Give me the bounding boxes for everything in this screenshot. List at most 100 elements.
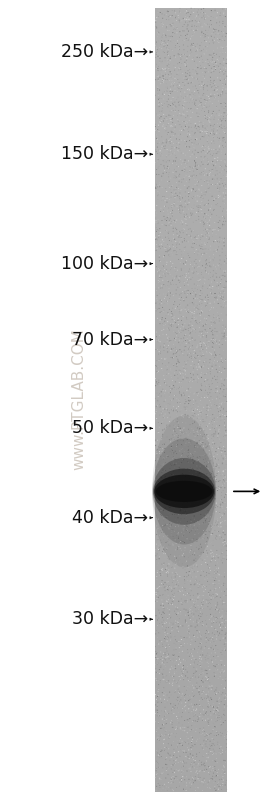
Point — [160, 383, 165, 396]
Point — [213, 287, 217, 300]
Point — [214, 335, 219, 348]
Point — [212, 580, 216, 593]
Point — [193, 601, 198, 614]
Point — [167, 282, 172, 295]
Bar — [155, 373, 227, 377]
Point — [215, 371, 220, 384]
Point — [206, 203, 211, 216]
Point — [192, 483, 197, 495]
Point — [208, 467, 213, 480]
Bar — [155, 671, 227, 674]
Point — [221, 379, 226, 392]
Point — [195, 260, 199, 273]
Point — [161, 36, 165, 49]
Point — [205, 405, 210, 418]
Point — [211, 743, 215, 756]
Point — [174, 773, 179, 786]
Point — [156, 709, 160, 721]
Point — [171, 419, 176, 431]
Point — [173, 389, 178, 402]
Bar — [155, 97, 227, 100]
Bar — [155, 305, 227, 309]
Point — [177, 14, 181, 26]
Point — [169, 98, 173, 111]
Point — [212, 79, 216, 92]
Point — [214, 245, 219, 258]
Point — [185, 89, 190, 102]
Point — [209, 519, 214, 531]
Point — [205, 551, 209, 563]
Point — [201, 89, 205, 101]
Point — [212, 703, 216, 716]
Point — [210, 149, 214, 162]
Point — [171, 17, 175, 30]
Point — [158, 641, 162, 654]
Point — [176, 646, 181, 658]
Point — [201, 79, 206, 92]
Point — [178, 426, 182, 439]
Point — [192, 127, 197, 140]
Point — [219, 154, 223, 167]
Point — [176, 64, 181, 77]
Point — [196, 440, 200, 453]
Point — [194, 548, 198, 561]
Point — [197, 771, 201, 784]
Point — [164, 352, 168, 364]
Point — [203, 121, 207, 134]
Point — [201, 78, 206, 91]
Point — [174, 278, 178, 291]
Point — [153, 158, 158, 171]
Point — [219, 598, 224, 611]
Point — [202, 765, 206, 778]
Point — [162, 604, 166, 617]
Point — [193, 699, 197, 712]
Point — [219, 714, 223, 726]
Point — [222, 295, 227, 308]
Point — [192, 169, 196, 181]
Point — [156, 731, 160, 744]
Point — [213, 223, 217, 236]
Point — [215, 588, 220, 601]
Point — [211, 316, 215, 328]
Point — [167, 117, 171, 130]
Point — [155, 293, 160, 306]
Point — [203, 4, 207, 17]
Point — [155, 22, 159, 34]
Point — [207, 610, 212, 622]
Point — [209, 30, 213, 42]
Point — [164, 763, 169, 776]
Point — [197, 72, 201, 85]
Point — [175, 610, 180, 623]
Point — [165, 648, 170, 661]
Point — [189, 301, 193, 314]
Point — [155, 700, 159, 713]
Point — [217, 441, 222, 454]
Point — [160, 105, 164, 117]
Point — [156, 395, 160, 407]
Point — [207, 213, 212, 226]
Point — [191, 88, 195, 101]
Point — [218, 58, 222, 70]
Point — [164, 578, 169, 591]
Point — [179, 291, 184, 304]
Point — [197, 769, 201, 781]
Point — [201, 634, 206, 647]
Point — [197, 159, 202, 172]
Point — [217, 257, 221, 270]
Point — [205, 172, 210, 185]
Point — [199, 467, 204, 480]
Point — [195, 386, 199, 399]
Point — [158, 443, 163, 455]
Point — [201, 347, 206, 360]
Point — [183, 287, 187, 300]
Point — [202, 199, 206, 212]
Point — [170, 209, 174, 222]
Point — [165, 713, 169, 725]
Point — [220, 284, 224, 297]
Point — [195, 587, 200, 600]
Point — [181, 673, 186, 686]
Point — [204, 508, 208, 521]
Point — [201, 415, 205, 428]
Point — [203, 514, 207, 527]
Point — [196, 67, 201, 80]
